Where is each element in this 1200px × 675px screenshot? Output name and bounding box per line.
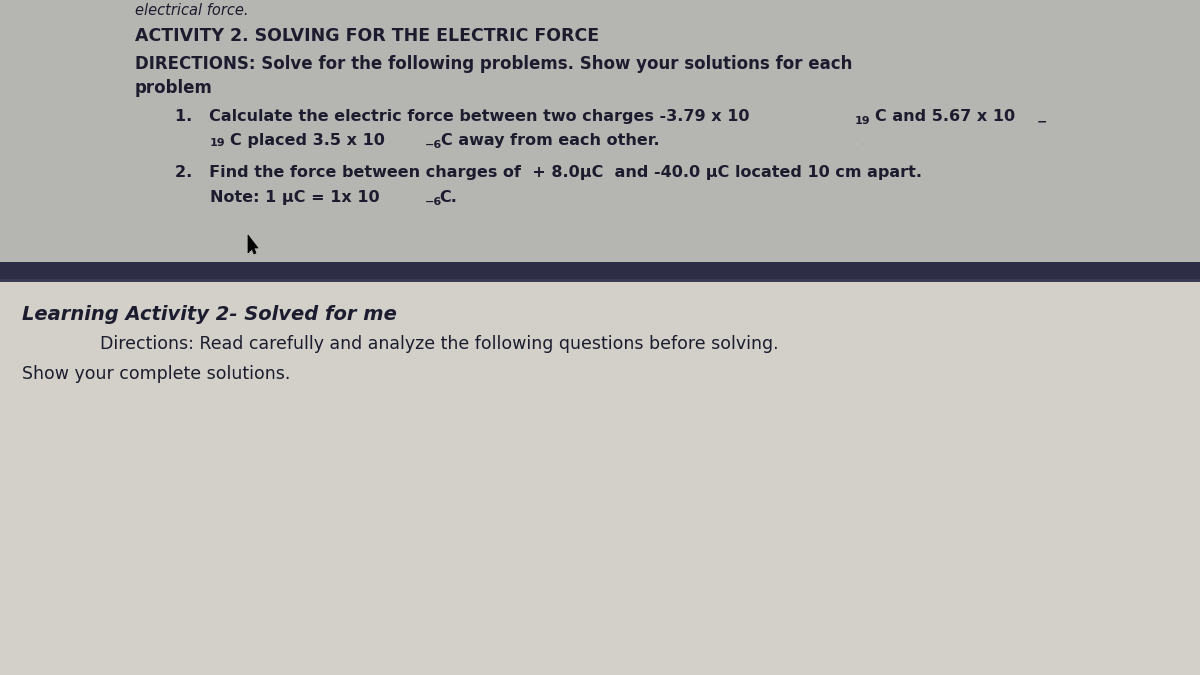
Text: Show your complete solutions.: Show your complete solutions.	[22, 365, 290, 383]
Text: problem: problem	[134, 79, 212, 97]
Text: −: −	[1037, 116, 1048, 129]
Text: C.: C.	[439, 190, 457, 205]
Text: C and 5.67 x 10: C and 5.67 x 10	[875, 109, 1015, 124]
Bar	[0, 262, 1200, 280]
Text: .: .	[860, 133, 865, 148]
Bar	[0, 0, 1200, 262]
Polygon shape	[248, 235, 258, 254]
Text: 19: 19	[210, 138, 226, 148]
Text: 2.   Find the force between charges of  + 8.0μC  and -40.0 μC located 10 cm apar: 2. Find the force between charges of + 8…	[175, 165, 922, 180]
Text: DIRECTIONS: Solve for the following problems. Show your solutions for each: DIRECTIONS: Solve for the following prob…	[134, 55, 852, 73]
Text: C placed 3.5 x 10: C placed 3.5 x 10	[230, 133, 385, 148]
Text: −6: −6	[425, 197, 443, 207]
Text: Note: 1 μC = 1x 10: Note: 1 μC = 1x 10	[210, 190, 379, 205]
Text: Learning Activity 2- Solved for me: Learning Activity 2- Solved for me	[22, 305, 397, 324]
Text: −6: −6	[425, 140, 443, 150]
Text: electrical force.: electrical force.	[134, 3, 248, 18]
Bar	[0, 280, 1200, 675]
Text: Directions: Read carefully and analyze the following questions before solving.: Directions: Read carefully and analyze t…	[100, 335, 779, 353]
Text: C away from each other.: C away from each other.	[442, 133, 660, 148]
Text: 1.   Calculate the electric force between two charges -3.79 x 10: 1. Calculate the electric force between …	[175, 109, 750, 124]
Text: ACTIVITY 2. SOLVING FOR THE ELECTRIC FORCE: ACTIVITY 2. SOLVING FOR THE ELECTRIC FOR…	[134, 27, 599, 45]
Text: 19: 19	[854, 116, 871, 126]
Bar	[0, 279, 1200, 282]
